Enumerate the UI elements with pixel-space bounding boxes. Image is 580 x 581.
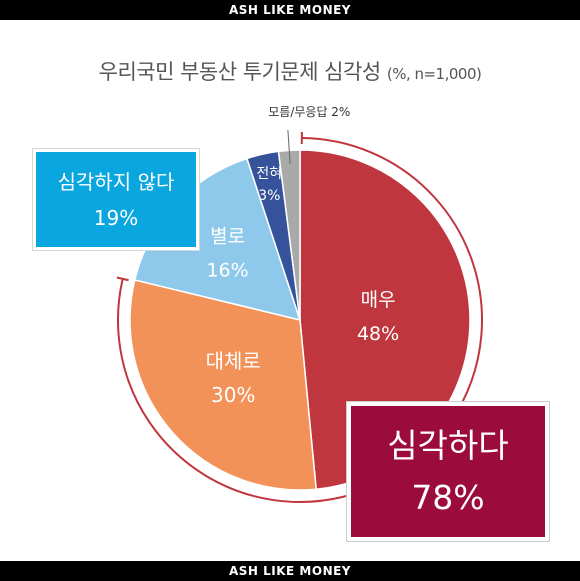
slice-value-not-very: 16% [206, 260, 248, 282]
slice-label-not-at-all: 전혀 [256, 166, 282, 182]
bracket-tick-serious-end [117, 278, 129, 281]
slice-label-no-answer: 모름/무응답 2% [268, 105, 350, 119]
group-value-not-serious: 19% [94, 200, 138, 236]
group-label-serious: 심각하다 [387, 420, 508, 472]
group-box-not-serious: 심각하지 않다 19% [33, 149, 199, 250]
bottom-banner: ASH LIKE MONEY [0, 561, 580, 581]
slice-value-very: 48% [357, 323, 399, 345]
group-label-not-serious: 심각하지 않다 [58, 164, 175, 200]
group-value-serious: 78% [411, 472, 484, 524]
group-box-serious: 심각하다 78% [347, 402, 549, 541]
slice-label-very: 매우 [361, 289, 396, 311]
slice-label-fairly: 대체로 [206, 349, 261, 373]
slice-value-fairly: 30% [211, 383, 255, 407]
slice-value-not-at-all: 3% [258, 188, 280, 204]
slice-label-not-very: 별로 [210, 226, 245, 248]
